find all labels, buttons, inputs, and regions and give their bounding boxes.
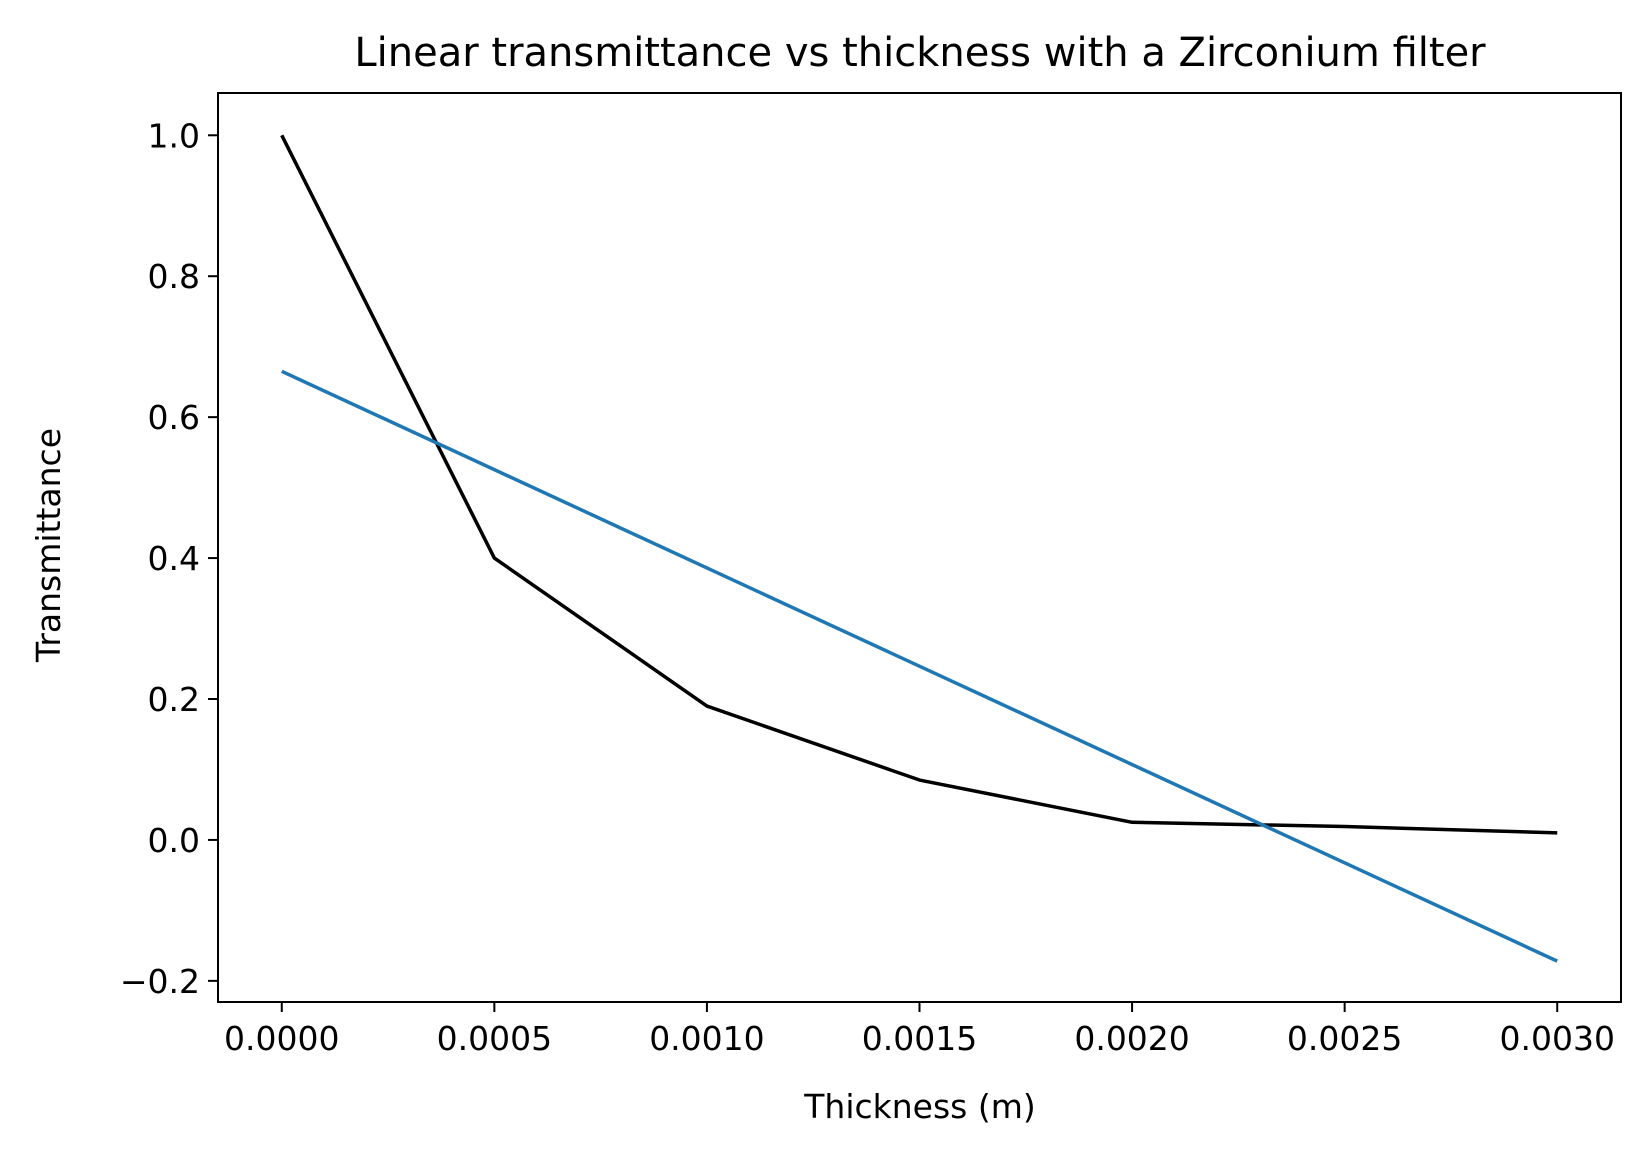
y-tick-label: 0.4 [148, 539, 200, 578]
y-tick-label: 0.0 [148, 821, 200, 860]
x-tick-label: 0.0000 [224, 1019, 339, 1058]
x-axis-label: Thickness (m) [803, 1087, 1035, 1126]
x-tick-label: 0.0010 [649, 1019, 764, 1058]
y-tick-label: −0.2 [120, 962, 200, 1001]
y-tick-label: 0.6 [148, 398, 200, 437]
x-tick-label: 0.0020 [1074, 1019, 1189, 1058]
x-tick-label: 0.0030 [1499, 1019, 1614, 1058]
x-tick-label: 0.0025 [1287, 1019, 1402, 1058]
y-tick-label: 1.0 [148, 116, 200, 155]
measured-series-line [280, 134, 1558, 835]
linear-fit-line [281, 369, 1558, 963]
x-tick-label: 0.0015 [862, 1019, 977, 1058]
plot-frame [217, 92, 1622, 1003]
y-tick-label: 0.8 [148, 257, 200, 296]
x-tick-label: 0.0005 [437, 1019, 552, 1058]
y-tick-label: 0.2 [148, 680, 200, 719]
y-axis-label: Transmittance [29, 428, 68, 663]
ticks-layer: 0.0000 0.0005 0.0010 0.0015 0.0020 0.0025 0.00… [120, 116, 1615, 1058]
series-layer [280, 134, 1558, 963]
chart-title: Linear transmittance vs thickness with a… [354, 30, 1486, 76]
